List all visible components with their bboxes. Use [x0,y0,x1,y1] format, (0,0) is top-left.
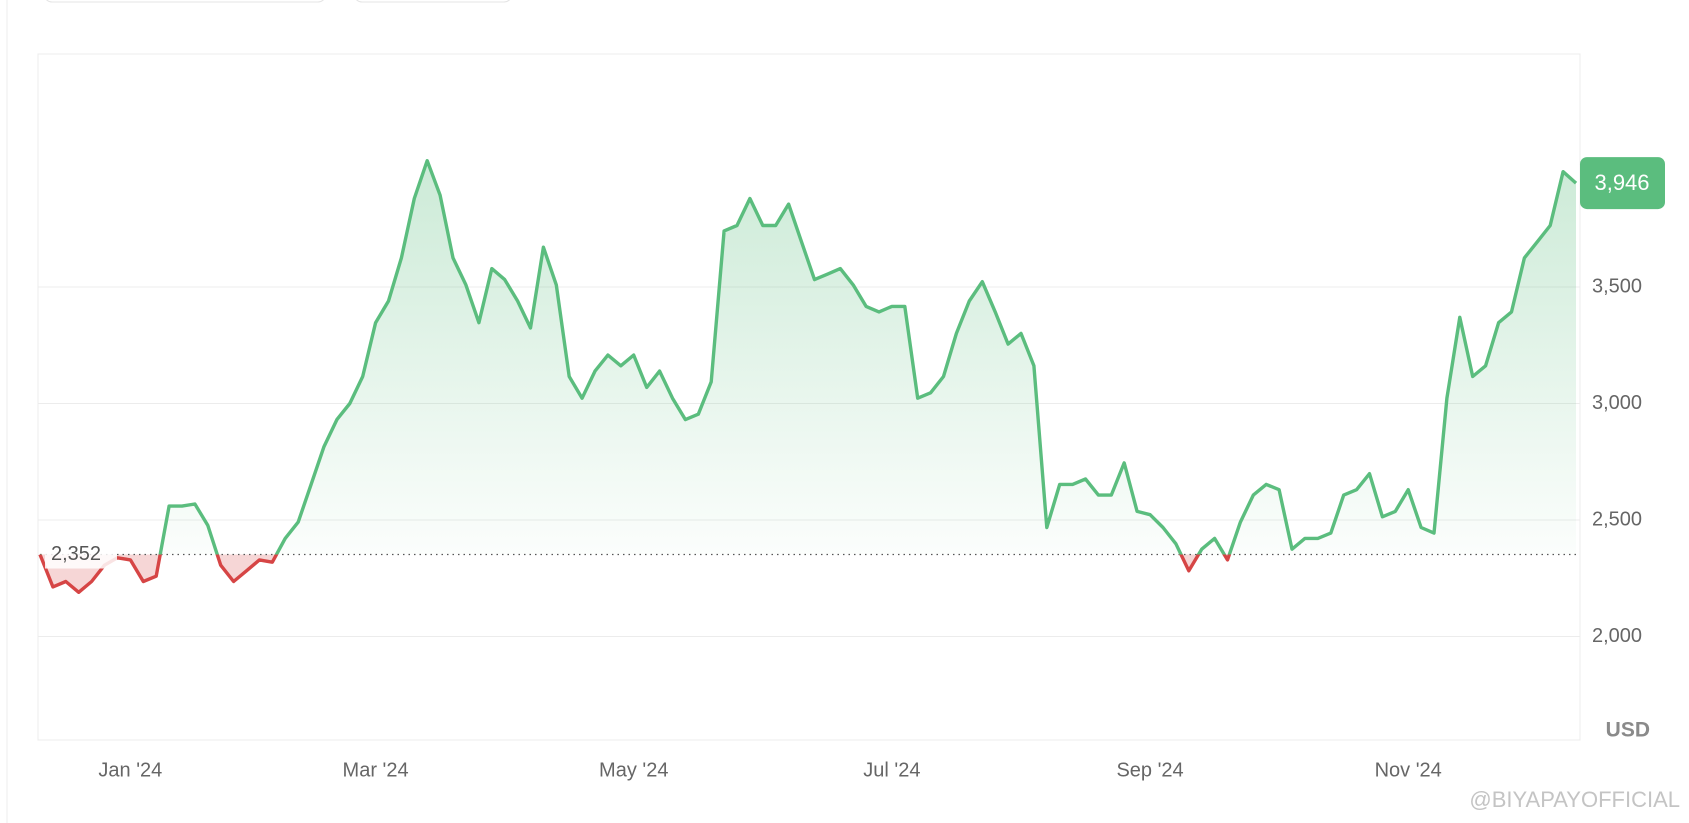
line-group [39,159,1578,555]
y-tick-label: 3,000 [1592,392,1642,414]
x-tick-label: Sep '24 [1116,759,1183,781]
current-price-label: 3,946 [1594,170,1649,195]
y-tick-label: 3,500 [1592,275,1642,297]
price-line [39,159,1578,555]
plot: 2,000 2,500 3,000 3,500 Jan '24 Mar '24 May '2… [38,157,1665,781]
x-tick-label: Nov '24 [1375,759,1442,781]
x-tick-label: Jan '24 [98,759,162,781]
tab-button[interactable] [354,0,512,3]
watermark: @BIYAPAYOFFICIAL [1469,787,1680,812]
x-tick-label: May '24 [599,759,668,781]
y-tick-label: 2,000 [1592,625,1642,647]
tab-button[interactable] [44,0,326,3]
reference-label-bg [45,540,117,569]
x-tick-label: Mar '24 [343,759,409,781]
reference-label: 2,352 [51,543,101,565]
current-price-badge [1580,157,1665,210]
plot-frame [37,53,1581,741]
y-tick-label: 2,500 [1592,508,1642,530]
area-fill [40,160,1576,555]
x-tick-label: Jul '24 [863,759,920,781]
unit-label: USD [1606,719,1650,742]
